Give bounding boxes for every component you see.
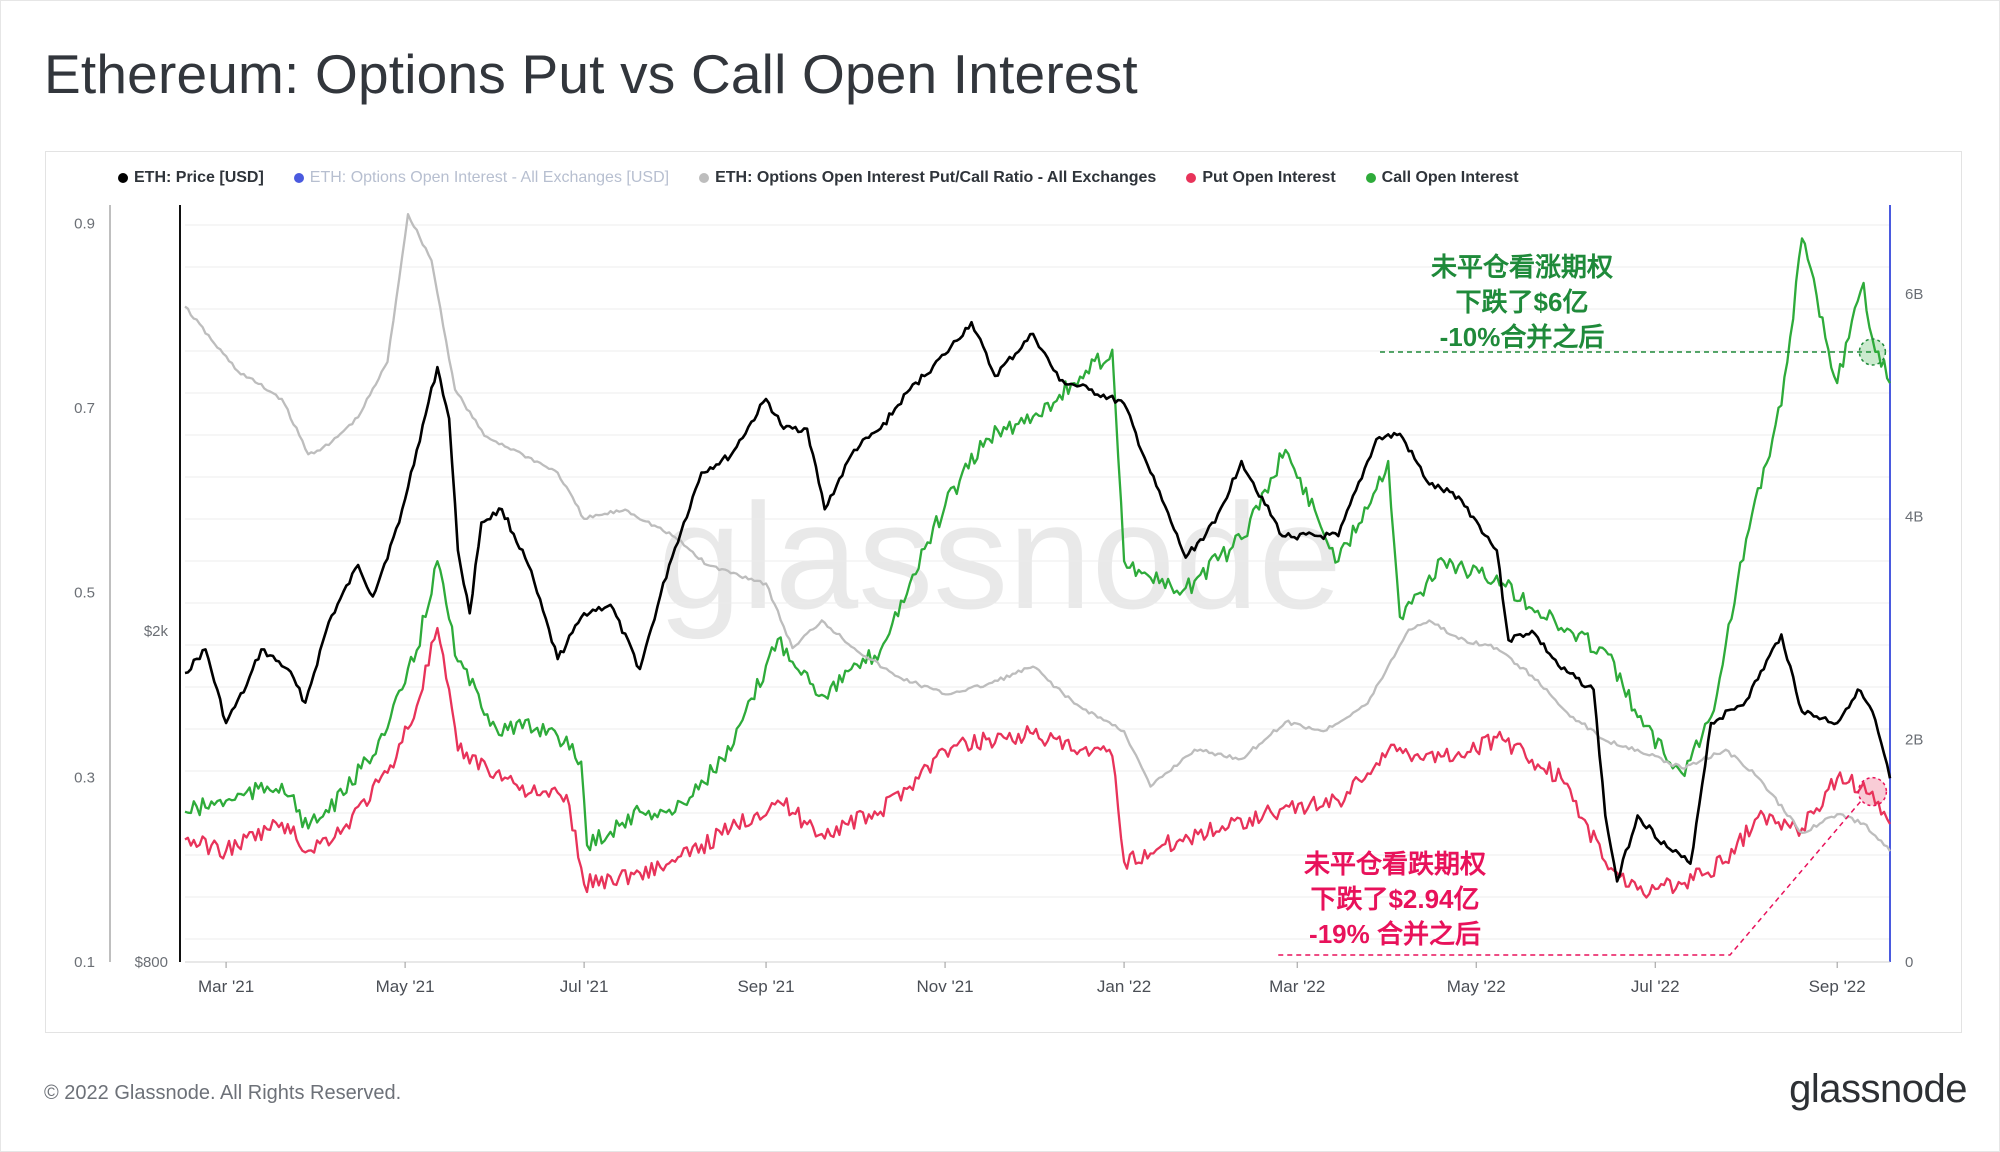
- legend-item[interactable]: Call Open Interest: [1365, 169, 1519, 187]
- x-tick-label: May '22: [1447, 977, 1506, 996]
- axes: 0.1 0.3 0.5 0.7 0.9 $800 $2k 0 2B 4B 6B Mar '21 May …: [74, 205, 1923, 996]
- legend-swatch: [293, 173, 304, 183]
- price-tick-label: $800: [135, 954, 168, 971]
- x-tick-label: Jan '22: [1097, 977, 1151, 996]
- legend-swatch: [118, 173, 128, 183]
- legend-item[interactable]: ETH: Options Open Interest Put/Call Rati…: [699, 169, 1156, 187]
- put-highlight-marker: [1857, 776, 1888, 807]
- series-line: [184, 213, 1891, 852]
- call-highlight-marker: [1858, 338, 1887, 366]
- call-annotation-text: -10%合并之后: [1440, 322, 1605, 352]
- left-tick-label: 0.7: [74, 400, 95, 417]
- page-title: Ethereum: Options Put vs Call Open Inter…: [44, 43, 1138, 105]
- legend-swatch: [1365, 173, 1376, 183]
- x-tick-label: Sep '22: [1809, 977, 1866, 996]
- legend-item[interactable]: ETH: Options Open Interest - All Exchang…: [293, 169, 670, 187]
- legend-swatch: [699, 173, 710, 183]
- put-annotation-leader: [1275, 801, 1861, 956]
- x-tick-label: May '21: [376, 977, 435, 996]
- left-tick-label: 0.9: [74, 215, 95, 232]
- watermark-text: glassnode: [658, 472, 1342, 640]
- legend-item[interactable]: Put Open Interest: [1186, 169, 1336, 187]
- call-annotation-text: 未平仓看涨期权: [1431, 252, 1613, 282]
- x-tick-label: Jul '22: [1631, 977, 1680, 996]
- series-layer: [184, 213, 1892, 899]
- chart-legend: ETH: Price [USD] ETH: Options Open Intere…: [118, 169, 1519, 187]
- put-annotation-text: 未平仓看跌期权: [1304, 849, 1486, 879]
- brand-logo: glassnode: [1789, 1067, 1967, 1111]
- legend-label: Call Open Interest: [1381, 169, 1519, 186]
- right-tick-label: 2B: [1905, 731, 1923, 748]
- series-line: [184, 626, 1891, 899]
- call-annotation-text: 下跌了$6亿: [1456, 287, 1589, 317]
- right-tick-label: 0: [1905, 954, 1913, 971]
- x-tick-label: Sep '21: [737, 977, 794, 996]
- price-tick-label: $2k: [144, 623, 169, 640]
- series-line: [184, 320, 1892, 883]
- legend-item[interactable]: ETH: Price [USD]: [118, 169, 264, 187]
- legend-label: ETH: Options Open Interest Put/Call Rati…: [715, 169, 1157, 186]
- left-tick-label: 0.5: [74, 585, 95, 602]
- x-tick-label: Jul '21: [560, 977, 609, 996]
- legend-label: ETH: Options Open Interest - All Exchang…: [309, 169, 670, 186]
- left-tick-label: 0.3: [74, 769, 95, 786]
- series-line: [184, 237, 1891, 852]
- right-tick-label: 6B: [1905, 286, 1923, 303]
- put-annotation-text: 下跌了$2.94亿: [1310, 884, 1479, 914]
- right-tick-label: 4B: [1905, 509, 1923, 526]
- legend-label: ETH: Price [USD]: [134, 169, 264, 186]
- copyright-footer: © 2022 Glassnode. All Rights Reserved.: [44, 1082, 402, 1104]
- x-tick-label: Nov '21: [917, 977, 974, 996]
- legend-label: Put Open Interest: [1202, 169, 1336, 186]
- x-tick-label: Mar '21: [198, 977, 254, 996]
- chart-panel: [45, 151, 1962, 1033]
- legend-swatch: [1186, 173, 1197, 183]
- left-tick-label: 0.1: [74, 954, 95, 971]
- put-annotation-text: -19% 合并之后: [1309, 919, 1481, 949]
- x-tick-label: Mar '22: [1269, 977, 1325, 996]
